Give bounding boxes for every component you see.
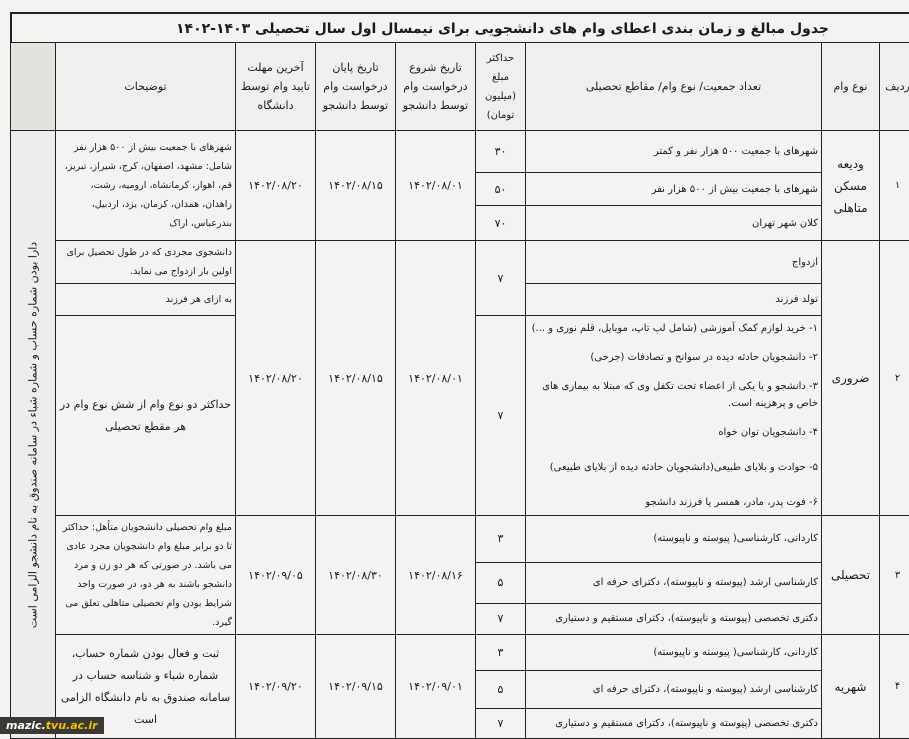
amount: ۷ (475, 240, 526, 316)
side-note-text: دارا بودن شماره حساب و شماره شباء در سام… (26, 241, 40, 628)
notes: به ازای هر فرزند (55, 283, 236, 316)
amount: ۵ (475, 670, 526, 709)
header-deadline: آخرین مهلت تایید وام توسط دانشگاه (235, 42, 316, 131)
end-date: ۱۴۰۲/۰۹/۱۵ (315, 634, 396, 739)
watermark-suffix: tvu.ac.ir (45, 719, 98, 732)
loan-type: تحصیلی (821, 515, 880, 635)
category-item: کارشناسی ارشد (پیوسته و ناپیوسته)، دکترا… (525, 561, 822, 604)
category-item: ازدواج (525, 240, 822, 284)
category-item: شهرهای با جمعیت ۵۰۰ هزار نفر و کمتر (525, 130, 822, 173)
table-row: ۱- خرید لوازم کمک آموزشی (شامل لپ تاپ، م… (11, 315, 909, 516)
list-item: ۱- خرید لوازم کمک آموزشی (شامل لپ تاپ، م… (531, 323, 818, 334)
table-row: ۳ تحصیلی کاردانی، کارشناسی( پیوسته و ناپ… (11, 515, 909, 635)
end-date: ۱۴۰۲/۰۸/۱۵ (315, 240, 396, 516)
table-row: کارشناسی ارشد (پیوسته و ناپیوسته)، دکترا… (11, 670, 909, 709)
header-start-date: تاریخ شروع درخواست وام توسط دانشجو (395, 42, 476, 131)
start-date: ۱۴۰۲/۰۹/۰۱ (395, 634, 476, 739)
table-row: شهرهای با جمعیت بیش از ۵۰۰ هزار نفر ۵۰ (11, 172, 909, 206)
table-row: ۴ شهریه کاردانی، کارشناسی( پیوسته و ناپی… (11, 634, 909, 739)
deadline-date: ۱۴۰۲/۰۹/۰۵ (235, 515, 316, 635)
header-loan-type: نوع وام (821, 42, 880, 131)
watermark: mazic.tvu.ac.ir (0, 717, 104, 734)
amount: ۷ (475, 602, 526, 636)
header-row: ردیف نوع وام تعداد جمعیت/ نوع وام/ مقاطع… (10, 42, 909, 131)
category-item: شهرهای با جمعیت بیش از ۵۰۰ هزار نفر (525, 172, 822, 206)
loan-type: ودیعه مسکن متاهلی (821, 130, 880, 241)
category-item: دکتری تخصصی (پیوسته و ناپیوسته)، دکترای … (525, 602, 822, 636)
start-date: ۱۴۰۲/۰۸/۱۶ (395, 515, 476, 635)
amount: ۳۰ (475, 130, 526, 173)
category-item: دکتری تخصصی (پیوسته و ناپیوسته)، دکترای … (525, 708, 822, 739)
document-title: جدول مبالغ و زمان بندی اعطای وام های دان… (10, 12, 909, 42)
start-date: ۱۴۰۲/۰۸/۰۱ (395, 240, 476, 516)
table-row: دکتری تخصصی (پیوسته و ناپیوسته)، دکترای … (11, 602, 909, 636)
amount: ۵ (475, 561, 526, 604)
table-row: کارشناسی ارشد (پیوسته و ناپیوسته)، دکترا… (11, 561, 909, 604)
category-list: ۱- خرید لوازم کمک آموزشی (شامل لپ تاپ، م… (525, 315, 822, 516)
row-number: ۴ (879, 634, 909, 739)
list-item: ۶- فوت پدر، مادر، همسر یا فرزند دانشجو (645, 497, 818, 508)
category-item: کلان شهر تهران (525, 205, 822, 241)
list-item: ۴- دانشجویان توان خواه (718, 427, 818, 438)
list-item: ۲- دانشجویان حادثه دیده در سوانح و تصادف… (590, 352, 818, 363)
end-date: ۱۴۰۲/۰۸/۱۵ (315, 130, 396, 241)
deadline-date: ۱۴۰۲/۰۹/۲۰ (235, 634, 316, 739)
category-item: کاردانی، کارشناسی( پیوسته و ناپیوسته) (525, 634, 822, 671)
category-item: کاردانی، کارشناسی( پیوسته و ناپیوسته) (525, 515, 822, 563)
header-end-date: تاریخ پایان درخواست وام توسط دانشجو (315, 42, 396, 131)
header-row-no: ردیف (879, 42, 909, 131)
category-item: تولد فرزند (525, 283, 822, 316)
amount: ۷ (475, 708, 526, 739)
list-item: ۵- حوادث و بلایای طبیعی(دانشجویان حادثه … (549, 462, 818, 473)
end-date: ۱۴۰۲/۰۸/۳۰ (315, 515, 396, 635)
notes: حداکثر دو نوع وام از شش نوع وام در هر مق… (55, 315, 236, 516)
loan-type: شهریه (821, 634, 880, 739)
notes: شهرهای با جمعیت بیش از ۵۰۰ هزار نفر شامل… (55, 130, 236, 241)
amount: ۷۰ (475, 205, 526, 241)
amount: ۳ (475, 515, 526, 563)
deadline-date: ۱۴۰۲/۰۸/۲۰ (235, 130, 316, 241)
header-category: تعداد جمعیت/ نوع وام/ مقاطع تحصیلی (525, 42, 822, 131)
list-item: ۳- دانشجو و یا یکی از اعضاء تحت تکفل وی … (542, 381, 818, 409)
category-item: کارشناسی ارشد (پیوسته و ناپیوسته)، دکترا… (525, 670, 822, 709)
start-date: ۱۴۰۲/۰۸/۰۱ (395, 130, 476, 241)
table-row: دکتری تخصصی (پیوسته و ناپیوسته)، دکترای … (11, 708, 909, 739)
header-blank (10, 42, 56, 131)
amount: ۳ (475, 634, 526, 671)
amount: ۷ (475, 315, 526, 516)
row-number: ۳ (879, 515, 909, 635)
loan-schedule-table: ردیف نوع وام تعداد جمعیت/ نوع وام/ مقاطع… (10, 42, 909, 739)
header-max-amount: حداکثر مبلغ (میلیون تومان) (475, 42, 526, 131)
row-number: ۱ (879, 130, 909, 241)
header-notes: توضیحات (55, 42, 236, 131)
table-row: ۲ ضروری ازدواج ۷ ۱۴۰۲/۰۸/۰۱ ۱۴۰۲/۰۸/۱۵ ۱… (11, 240, 909, 516)
loan-type: ضروری (821, 240, 880, 516)
row-number: ۲ (879, 240, 909, 516)
notes: دانشجوی مجردی که در طول تحصیل برای اولین… (55, 240, 236, 284)
notes: مبلغ وام تحصیلی دانشجویان متأهل: حداکثر … (55, 515, 236, 635)
table-row: کلان شهر تهران ۷۰ (11, 205, 909, 241)
side-note: دارا بودن شماره حساب و شماره شباء در سام… (10, 130, 56, 739)
notes: ثبت و فعال بودن شماره حساب، شماره شباء و… (55, 634, 236, 739)
amount: ۵۰ (475, 172, 526, 206)
watermark-prefix: mazic. (6, 719, 46, 732)
deadline-date: ۱۴۰۲/۰۸/۲۰ (235, 240, 316, 516)
table-row: ۱ ودیعه مسکن متاهلی شهرهای با جمعیت ۵۰۰ … (10, 130, 909, 739)
